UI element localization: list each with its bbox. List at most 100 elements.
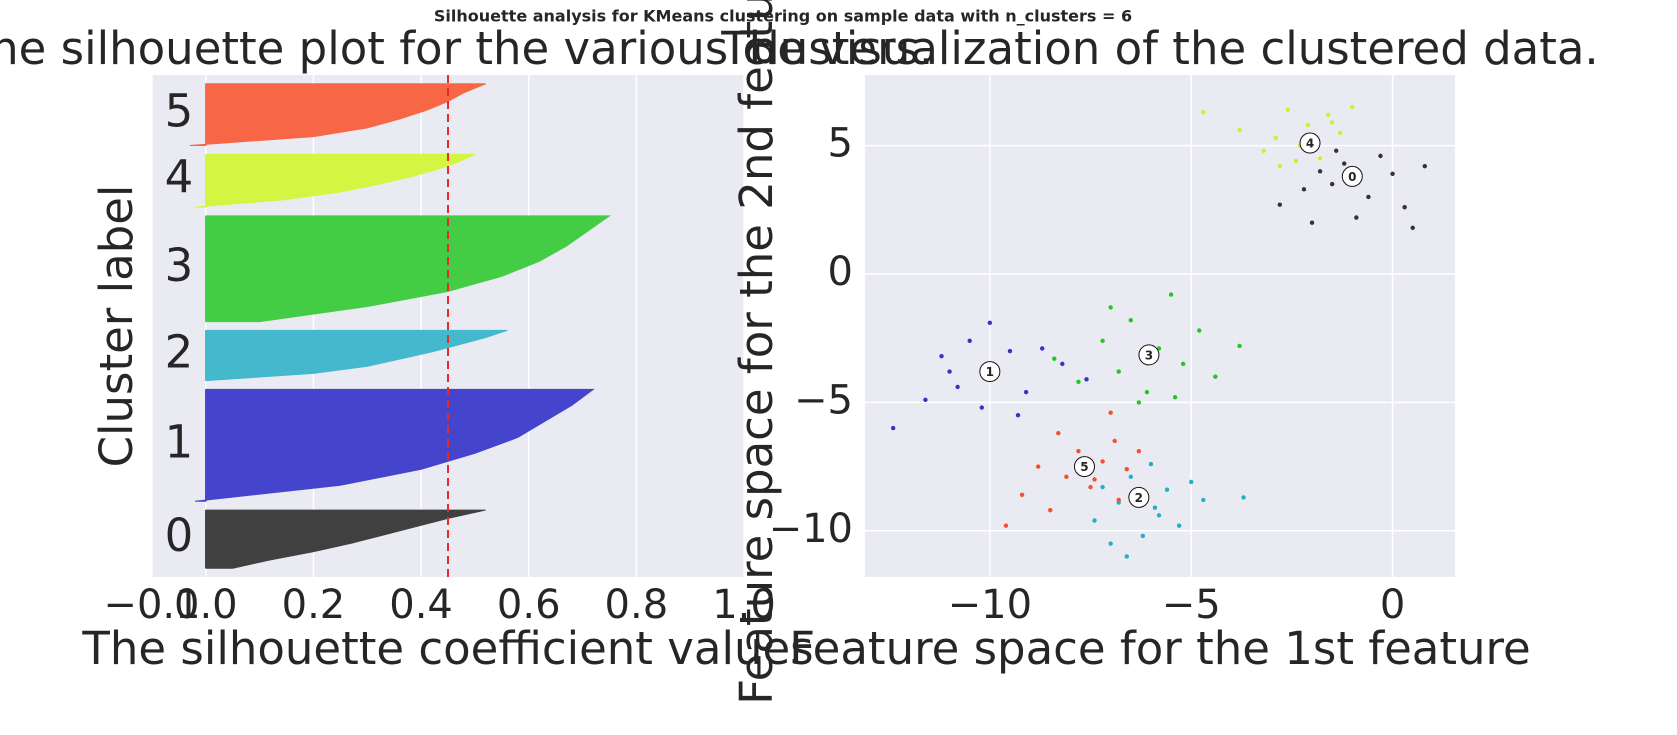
point xyxy=(955,384,960,390)
point xyxy=(1116,369,1121,374)
cluster-label: 2 xyxy=(165,326,194,379)
chart-title: The silhouette plot for the various clus… xyxy=(0,22,933,75)
point xyxy=(1201,110,1206,115)
point xyxy=(1350,104,1355,110)
suptitle: Silhouette analysis for KMeans clusterin… xyxy=(434,7,1132,26)
point xyxy=(1301,187,1307,192)
point xyxy=(967,338,972,343)
center-label: 0 xyxy=(1348,170,1356,184)
point xyxy=(1056,431,1061,436)
point xyxy=(1100,459,1105,464)
point xyxy=(1019,492,1025,498)
point xyxy=(1390,171,1395,177)
point xyxy=(1148,461,1154,467)
point xyxy=(1293,158,1299,164)
cluster-label: 0 xyxy=(165,509,194,562)
point xyxy=(1378,153,1383,159)
point xyxy=(1144,389,1150,395)
point xyxy=(1422,163,1427,169)
cluster-center xyxy=(979,361,1001,383)
y-tick-label: −5 xyxy=(794,377,853,423)
cluster-label: 3 xyxy=(165,239,194,292)
point xyxy=(1277,163,1283,169)
x-tick-label: 1.0 xyxy=(712,582,776,628)
point xyxy=(1108,305,1113,310)
point xyxy=(1100,338,1105,343)
center-label: 4 xyxy=(1306,137,1314,151)
point xyxy=(1124,554,1129,559)
center-label: 3 xyxy=(1145,348,1153,362)
cluster-label: 4 xyxy=(165,151,194,204)
point xyxy=(1277,202,1283,207)
y-tick-label: 0 xyxy=(828,249,853,295)
point xyxy=(1333,148,1339,153)
silhouette-area xyxy=(195,153,476,208)
point xyxy=(1305,122,1311,128)
point xyxy=(1108,541,1113,546)
point xyxy=(1092,477,1097,482)
cluster-center xyxy=(1138,344,1160,366)
silhouette-area xyxy=(195,388,595,502)
point xyxy=(1168,292,1174,297)
point xyxy=(1116,497,1121,503)
point xyxy=(1410,225,1415,230)
point xyxy=(1076,379,1081,385)
y-tick-label: −10 xyxy=(769,506,853,552)
point xyxy=(1112,438,1117,444)
cluster-center xyxy=(1128,486,1150,508)
point xyxy=(1152,505,1158,510)
x-axis-label: The silhouette coefficient values xyxy=(81,622,813,675)
point xyxy=(1048,508,1053,513)
x-axis-label: Feature space for the 1st feature xyxy=(789,622,1531,675)
point xyxy=(1329,120,1335,125)
point xyxy=(1140,533,1146,539)
point xyxy=(987,320,993,325)
point xyxy=(1023,389,1029,395)
x-tick-label: 0.2 xyxy=(282,582,346,628)
point xyxy=(1164,487,1170,492)
point xyxy=(1035,464,1041,469)
point xyxy=(1040,346,1045,351)
point xyxy=(1172,395,1178,400)
point xyxy=(1124,466,1129,472)
marks xyxy=(189,75,612,577)
cluster-label: 1 xyxy=(165,415,194,468)
silhouette-area xyxy=(205,215,612,323)
point xyxy=(1052,356,1057,361)
point xyxy=(1100,484,1105,490)
point xyxy=(1237,343,1242,349)
center-label: 1 xyxy=(986,365,994,379)
x-tick-label: 0.0 xyxy=(174,582,238,628)
point xyxy=(1366,194,1371,200)
cluster-center xyxy=(1299,132,1321,154)
x-tick-label: −5 xyxy=(1162,582,1221,628)
cluster-label: 5 xyxy=(165,85,194,138)
point xyxy=(1060,361,1065,367)
point xyxy=(1128,318,1134,323)
x-tick-label: 0.8 xyxy=(605,582,669,628)
point xyxy=(1237,128,1242,133)
point xyxy=(979,405,984,410)
plot-area xyxy=(865,75,1455,577)
point xyxy=(947,369,952,374)
point xyxy=(1273,135,1278,141)
point xyxy=(1197,328,1202,333)
point xyxy=(923,397,928,403)
point xyxy=(1317,156,1323,161)
point xyxy=(1241,495,1246,500)
y-axis-label: Feature space for the 2nd feature xyxy=(730,0,783,705)
x-tick-label: −10 xyxy=(948,582,1032,628)
y-tick-label: 5 xyxy=(828,121,853,167)
y-axis-label: Cluster label xyxy=(90,185,143,468)
point xyxy=(1189,479,1194,485)
point xyxy=(1136,448,1142,454)
point xyxy=(1338,130,1343,135)
x-tick-label: 0.4 xyxy=(389,582,453,628)
marks xyxy=(890,104,1427,559)
center-label: 2 xyxy=(1135,491,1143,505)
point xyxy=(1156,513,1162,518)
point xyxy=(1201,497,1206,503)
silhouette-area xyxy=(205,329,508,382)
point xyxy=(1317,169,1323,174)
